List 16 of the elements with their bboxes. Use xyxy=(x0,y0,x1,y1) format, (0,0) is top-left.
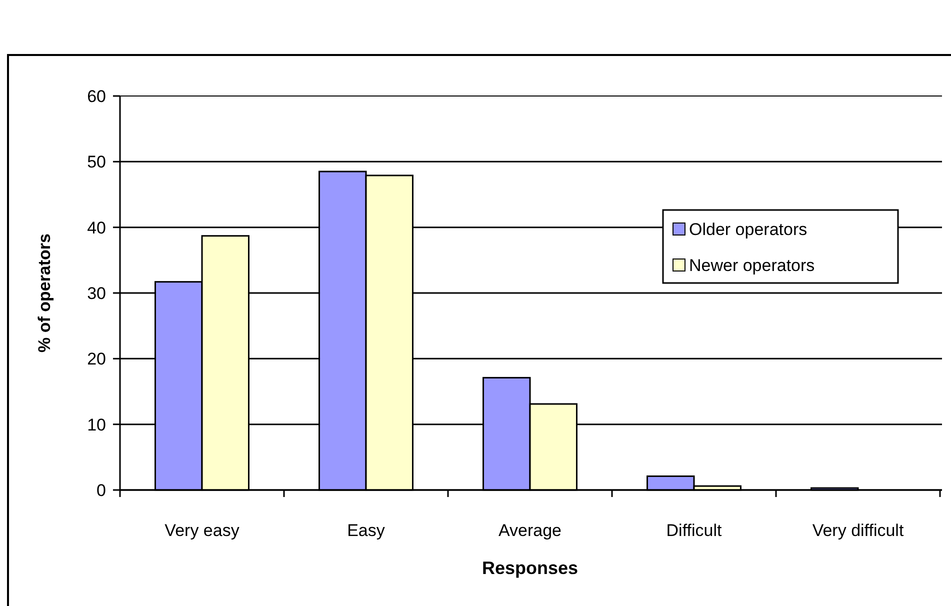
y-tick-label: 30 xyxy=(87,284,106,303)
x-tick-label: Average xyxy=(498,521,562,540)
x-tick-label: Difficult xyxy=(666,521,722,540)
x-tick-label: Very easy xyxy=(164,521,240,540)
y-axis-title: % of operators xyxy=(35,233,54,353)
x-axis-title: Responses xyxy=(482,558,578,578)
legend-label: Older operators xyxy=(689,220,808,239)
y-tick-label: 40 xyxy=(87,218,106,238)
x-tick-label: Very difficult xyxy=(812,521,904,540)
x-tick-label: Easy xyxy=(347,521,386,540)
y-tick-label: 0 xyxy=(96,480,106,500)
legend-label: Newer operators xyxy=(689,256,815,275)
y-tick-label: 10 xyxy=(87,415,106,434)
y-tick-label: 60 xyxy=(87,86,106,106)
y-tick-label: 20 xyxy=(87,350,106,369)
y-tick-label: 50 xyxy=(87,152,106,172)
